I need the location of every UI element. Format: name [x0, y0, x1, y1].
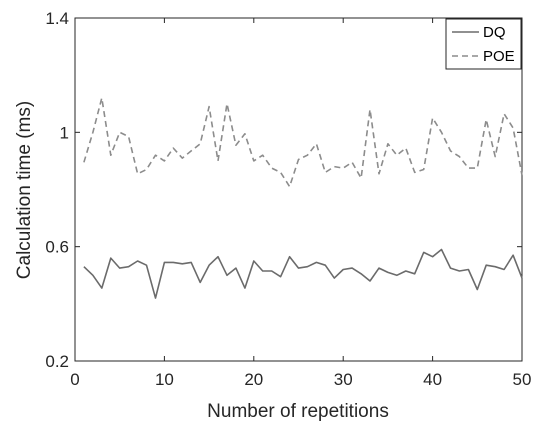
tick-labels: 0 10 20 30 40 50 0.2 0.6 1 1.4 — [45, 9, 531, 389]
legend-box — [445, 18, 522, 70]
x-axis-label: Number of repetitions — [207, 401, 389, 422]
legend-label-dq: DQ — [483, 24, 506, 41]
series-layer — [83, 97, 523, 299]
x-tick-label: 10 — [155, 370, 174, 389]
y-tick-label: 0.2 — [45, 352, 69, 371]
plot-area — [74, 17, 523, 362]
x-tick-label: 0 — [70, 370, 79, 389]
axis-ticks — [74, 17, 523, 362]
legend-label-poe: POE — [483, 48, 515, 65]
y-tick-label: 1.4 — [45, 9, 69, 28]
y-tick-label: 1 — [60, 123, 69, 142]
x-tick-label: 30 — [334, 370, 353, 389]
x-tick-label: 20 — [244, 370, 263, 389]
y-axis-label: Calculation time (ms) — [14, 101, 35, 279]
y-tick-label: 0.6 — [45, 238, 69, 257]
series-line-dq — [83, 248, 523, 299]
legend: DQ POE — [445, 18, 522, 70]
x-tick-label: 50 — [513, 370, 532, 389]
x-tick-label: 40 — [423, 370, 442, 389]
series-line-poe — [83, 97, 523, 188]
